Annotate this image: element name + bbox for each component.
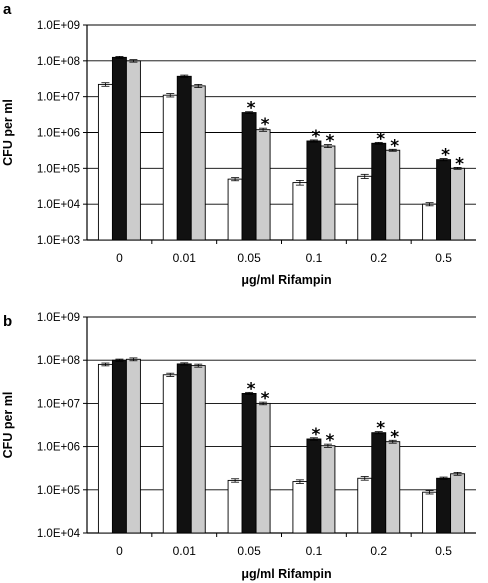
y-axis-title: CFU per ml [1, 99, 15, 166]
y-tick-label: 1.0E+07 [37, 92, 80, 104]
y-tick-label: 1.0E+07 [37, 398, 80, 410]
y-tick-label: 1.0E+08 [37, 56, 80, 68]
bar-series-1 [357, 175, 373, 241]
x-tick-label: 0.01 [173, 251, 197, 265]
bar-series-2 [111, 56, 127, 241]
significance-star: * [376, 129, 385, 149]
y-axis-title: CFU per ml [1, 392, 15, 459]
y-tick-label: 1.0E+06 [37, 128, 80, 140]
significance-star: * [455, 154, 464, 174]
x-tick-label: 0 [116, 544, 123, 558]
x-tick-label: 0.1 [306, 544, 323, 558]
bar-series-3 [385, 149, 401, 241]
bar-series-3 [125, 60, 141, 241]
x-tick-label: 0.2 [370, 544, 387, 558]
bar-series-1 [97, 83, 113, 241]
bar-series-2 [436, 477, 452, 534]
bar-series-3 [255, 129, 271, 241]
x-axis-title: μg/ml Rifampin [241, 567, 331, 581]
significance-star: * [325, 431, 334, 451]
panel-label: a [3, 1, 12, 18]
y-tick-label: 1.0E+09 [37, 20, 80, 32]
bar-series-1 [162, 374, 178, 534]
bar-series-2 [371, 142, 387, 241]
bar-series-1 [292, 481, 308, 534]
y-tick-label: 1.0E+05 [37, 485, 80, 497]
bar-series-3 [320, 445, 336, 534]
bar-series-3 [450, 473, 466, 534]
x-tick-label: 0.05 [237, 251, 261, 265]
chart-panel-a: a 1.0E+03 1.0E+04 1.0E+05 1.0E+06 1.0E+07 1.0E… [1, 1, 476, 287]
y-tick-label: 1.0E+03 [37, 235, 80, 247]
significance-star: * [390, 136, 399, 156]
x-tick-label: 0.01 [173, 544, 197, 558]
bar-series-2 [111, 359, 127, 534]
x-tick-label: 0.2 [370, 251, 387, 265]
y-tick-label: 1.0E+06 [37, 442, 80, 454]
significance-star: * [261, 389, 270, 409]
bar-series-3 [320, 145, 336, 241]
bar-series-2 [436, 159, 452, 241]
y-tick-label: 1.0E+04 [37, 528, 81, 540]
bar-series-3 [385, 441, 401, 534]
significance-star: * [261, 115, 270, 135]
bar-series-2 [371, 432, 387, 534]
significance-star: * [311, 127, 320, 147]
significance-star: * [247, 379, 256, 399]
bar-series-2 [176, 75, 192, 241]
y-tick-label: 1.0E+04 [37, 199, 81, 211]
y-tick-label: 1.0E+09 [37, 312, 80, 324]
x-tick-label: 0.1 [306, 251, 323, 265]
bar-series-2 [241, 392, 257, 534]
significance-star: * [390, 427, 399, 447]
bar-series-2 [306, 438, 322, 534]
bar-series-3 [125, 358, 141, 534]
panel-label: b [3, 313, 12, 330]
bar-series-1 [162, 94, 178, 241]
significance-star: * [441, 146, 450, 166]
bar-series-3 [190, 85, 206, 241]
y-tick-label: 1.0E+05 [37, 163, 80, 175]
bar-series-1 [357, 477, 373, 534]
x-axis-title: μg/ml Rifampin [241, 273, 331, 287]
bar-series-3 [190, 365, 206, 534]
significance-star: * [376, 419, 385, 439]
bar-series-1 [292, 182, 308, 241]
bar-series-1 [227, 178, 243, 241]
bar-series-2 [176, 363, 192, 534]
y-tick-label: 1.0E+08 [37, 355, 80, 367]
chart-panel-b: b 1.0E+04 1.0E+05 1.0E+06 1.0E+07 1.0E+08 1.0E… [1, 312, 476, 581]
x-tick-label: 0.5 [435, 544, 452, 558]
significance-star: * [325, 132, 334, 152]
bar-series-3 [255, 402, 271, 534]
bar-series-1 [422, 203, 438, 241]
bar-series-2 [306, 140, 322, 241]
x-tick-label: 0.05 [237, 544, 261, 558]
x-tick-label: 0.5 [435, 251, 452, 265]
significance-star: * [247, 99, 256, 119]
bar-series-2 [241, 112, 257, 241]
significance-star: * [311, 425, 320, 445]
bar-series-1 [422, 491, 438, 534]
bar-series-1 [227, 479, 243, 534]
bar-series-1 [97, 363, 113, 534]
x-tick-label: 0 [116, 251, 123, 265]
bar-series-3 [450, 167, 466, 241]
